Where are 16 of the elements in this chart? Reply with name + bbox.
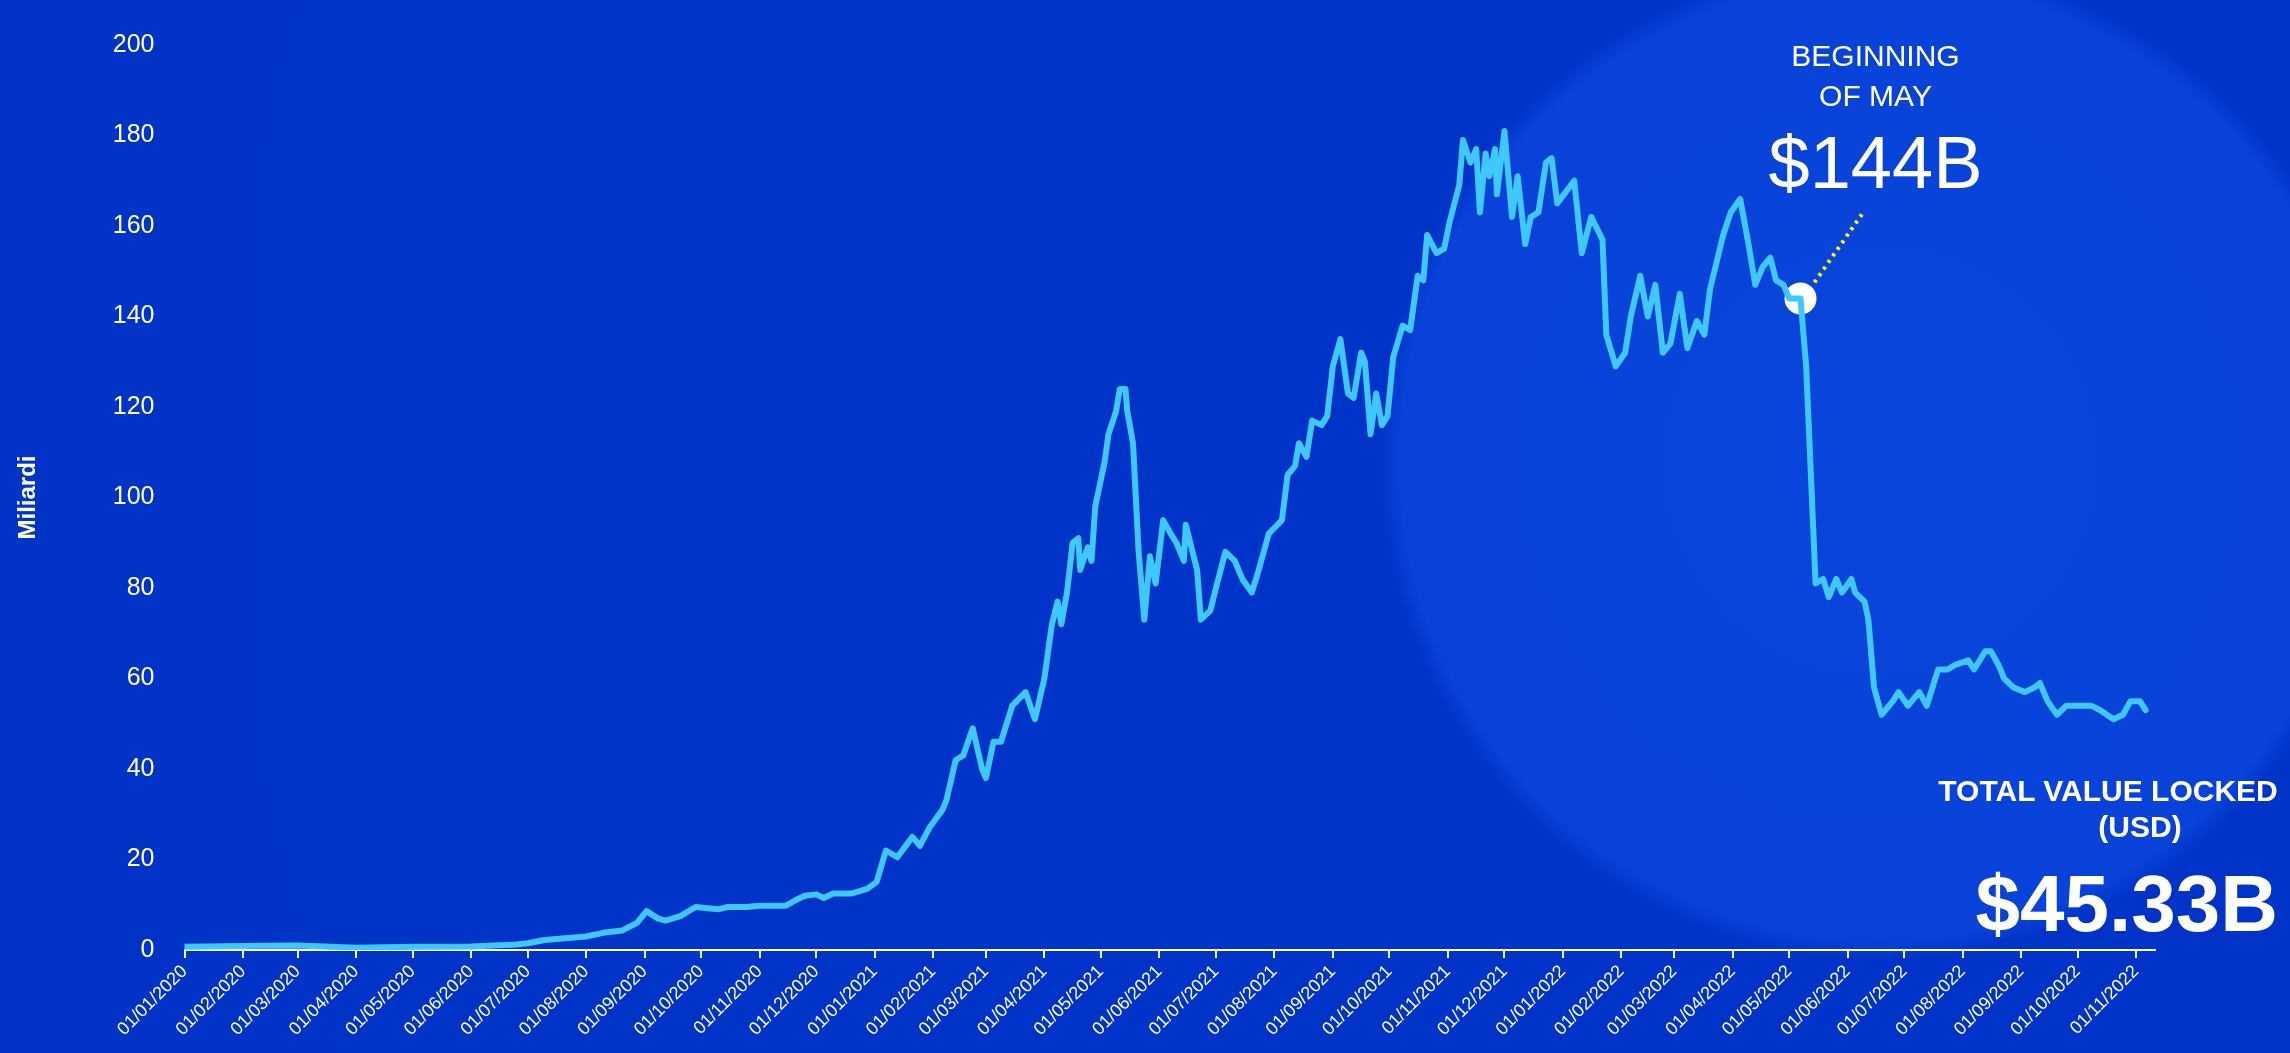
y-tick-label: 40 [126,752,155,781]
annotation: BEGINNING OF MAY [1791,39,1960,113]
y-tick-label: 0 [140,933,155,962]
y-tick-label: 160 [112,209,155,238]
y-tick-label: 100 [112,481,155,510]
annotation: $45.33B [1975,859,2278,949]
y-tick-label: 20 [126,843,155,872]
y-tick-label: 180 [112,119,155,148]
annotation: $144B [1768,121,1983,205]
annotation: TOTAL VALUE LOCKED (USD) [1938,774,2278,844]
y-tick-label: 80 [126,571,155,600]
y-tick-label: 120 [112,390,155,419]
y-tick-label: 200 [112,28,155,57]
y-axis-title: Miliardi [13,455,41,540]
y-tick-label: 140 [112,300,155,329]
y-tick-label: 60 [126,662,155,691]
